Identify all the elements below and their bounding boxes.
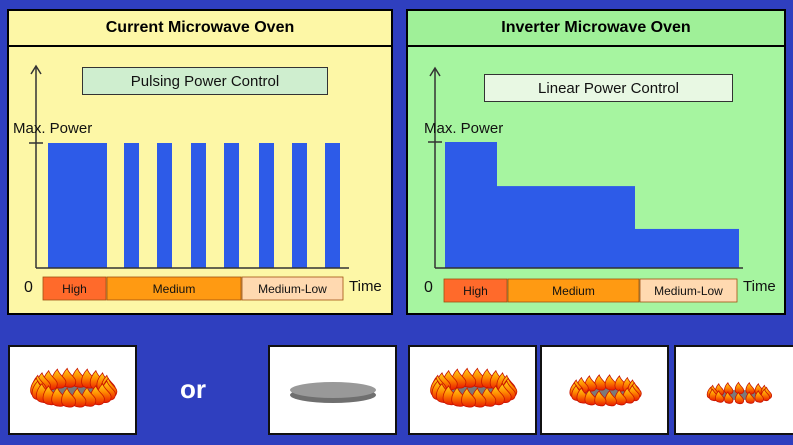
linear-control-label: Linear Power Control xyxy=(484,74,733,102)
segment-high xyxy=(443,278,508,303)
origin-label: 0 xyxy=(24,279,33,296)
large-flame-icon xyxy=(430,367,518,408)
linear-power-chart: Max. Power 0 Time High Medium Medium-Low xyxy=(424,66,776,303)
segment-medium-label: Medium xyxy=(552,284,595,298)
pulse-bar-7 xyxy=(292,143,307,268)
small-flame-icon xyxy=(706,381,773,405)
pulsing-power-chart: Max. Power 0 Time High Medium Medium-Low xyxy=(13,64,382,301)
medium-flame-icon xyxy=(569,374,642,407)
x-axis-label: Time xyxy=(349,278,382,295)
pulse-bar-3 xyxy=(157,143,172,268)
pulse-bar-8 xyxy=(325,143,340,268)
power-step-2 xyxy=(497,186,635,268)
flame-box-3 xyxy=(540,345,669,435)
flame-box-4 xyxy=(674,345,793,435)
pulsing-control-label: Pulsing Power Control xyxy=(82,67,328,95)
pulse-bar-1 xyxy=(48,143,107,268)
pulse-bar-6 xyxy=(259,143,274,268)
segment-high-label: High xyxy=(62,282,87,296)
segment-medium xyxy=(106,276,242,301)
pulse-bar-4 xyxy=(191,143,206,268)
panel-title: Current Microwave Oven xyxy=(9,11,391,47)
power-step-3 xyxy=(635,228,739,268)
segment-medium-low-label: Medium-Low xyxy=(654,284,723,298)
segment-high xyxy=(42,276,107,301)
flat-plate-icon xyxy=(290,382,376,403)
y-axis-arrow xyxy=(30,64,42,75)
segment-medium-low-label: Medium-Low xyxy=(258,282,327,296)
plate-box xyxy=(268,345,397,435)
panel-title: Inverter Microwave Oven xyxy=(408,11,784,47)
y-axis-arrow xyxy=(429,66,441,77)
segment-medium-low xyxy=(639,278,738,303)
flame-box-2 xyxy=(408,345,537,435)
segment-medium-label: Medium xyxy=(153,282,196,296)
segment-medium-low xyxy=(241,276,344,301)
segment-high-label: High xyxy=(463,284,488,298)
current-oven-panel: Current Microwave Oven Pulsing Power Con… xyxy=(7,9,393,315)
inverter-oven-panel: Inverter Microwave Oven Linear Power Con… xyxy=(406,9,786,315)
or-label: or xyxy=(180,374,206,404)
origin-label: 0 xyxy=(424,279,433,296)
x-axis-label: Time xyxy=(743,278,776,295)
flame-box-1 xyxy=(8,345,137,435)
segment-medium xyxy=(507,278,640,303)
pulse-bar-5 xyxy=(224,143,239,268)
y-axis-label: Max. Power xyxy=(424,120,503,137)
pulse-bar-2 xyxy=(124,143,139,268)
y-axis-label: Max. Power xyxy=(13,120,92,137)
power-step-1 xyxy=(445,142,497,268)
large-flame-icon xyxy=(30,367,118,408)
